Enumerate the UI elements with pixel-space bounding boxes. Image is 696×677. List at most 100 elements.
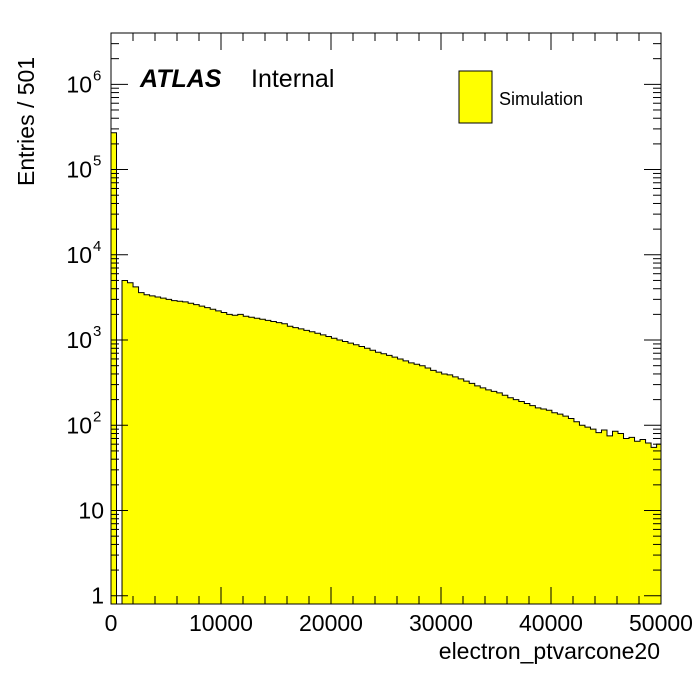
- y-tick-label: 10: [78, 498, 104, 524]
- histogram-bar: [370, 350, 376, 604]
- histogram-bar: [573, 421, 580, 604]
- histogram-bar: [579, 425, 586, 604]
- histogram-bar: [188, 303, 195, 604]
- histogram-bar: [259, 319, 266, 604]
- histogram-bar: [342, 341, 349, 604]
- histogram-bar: [463, 381, 470, 604]
- histogram-bar: [215, 310, 222, 604]
- y-tick-label: 10: [66, 71, 92, 97]
- histogram-bar: [491, 391, 498, 604]
- histogram-bar: [562, 416, 569, 604]
- histogram-bar: [325, 336, 332, 604]
- histogram-bar: [155, 296, 161, 604]
- histogram-bar: [171, 300, 178, 604]
- x-tick-label: 50000: [629, 610, 693, 636]
- y-axis-title: Entries / 501: [13, 57, 39, 186]
- experiment-label: ATLAS: [139, 65, 222, 93]
- histogram-bar: [546, 410, 553, 604]
- histogram-bar: [507, 397, 514, 604]
- histogram-bar: [430, 370, 437, 604]
- histogram-bar: [138, 292, 145, 604]
- histogram-bar: [408, 362, 415, 604]
- x-axis-title: electron_ptvarcone20: [439, 638, 660, 664]
- histogram-bar: [436, 372, 443, 604]
- histogram-bar: [518, 401, 525, 604]
- histogram-bar: [177, 301, 184, 604]
- histogram-bar: [513, 399, 520, 604]
- histogram-bar: [226, 314, 233, 604]
- histogram-bar: [281, 323, 288, 604]
- histogram-bar: [618, 433, 624, 604]
- x-tick-label: 40000: [519, 610, 583, 636]
- histogram-bar: [651, 447, 657, 604]
- histogram-bar: [612, 431, 619, 604]
- histogram-bar: [403, 360, 409, 604]
- y-tick-exponent: 5: [93, 153, 101, 170]
- histogram-bar: [595, 432, 602, 604]
- histogram-bar: [204, 307, 211, 604]
- histogram-bar: [182, 301, 189, 604]
- histogram-bar: [276, 322, 283, 604]
- histogram-bar: [584, 427, 591, 604]
- histogram-bar: [160, 298, 167, 604]
- histogram-bar: [298, 328, 305, 604]
- y-tick-label: 1: [91, 583, 104, 609]
- legend-swatch-simulation: [458, 70, 493, 124]
- histogram-bar: [540, 409, 547, 604]
- histogram-bar: [496, 392, 503, 604]
- histogram-bar: [210, 309, 217, 604]
- legend: Simulation: [458, 70, 583, 124]
- y-tick-label: 10: [66, 327, 92, 353]
- histogram-bar: [237, 314, 244, 604]
- histogram-bar: [347, 343, 354, 604]
- histogram-bar: [480, 387, 487, 604]
- y-tick-label: 10: [66, 157, 92, 183]
- histogram-bar: [551, 412, 558, 604]
- histogram-bar: [287, 326, 294, 604]
- axis-ticks: [110, 32, 662, 604]
- status-label: Internal: [251, 65, 334, 93]
- histogram-bar: [474, 385, 481, 604]
- histogram-bar: [199, 306, 206, 604]
- histogram-bar: [392, 357, 398, 604]
- histogram-bar: [232, 315, 239, 604]
- histogram-bar: [243, 316, 250, 604]
- histogram-bar: [601, 429, 608, 604]
- histogram-outline: [110, 132, 662, 605]
- y-tick-label: 10: [66, 412, 92, 438]
- histogram-bar: [419, 365, 426, 604]
- histogram-bar: [645, 442, 652, 604]
- histogram-bar: [193, 304, 200, 604]
- histogram-bar: [590, 429, 597, 604]
- x-tick-label: 20000: [299, 610, 363, 636]
- histogram-bar: [331, 338, 338, 604]
- histogram-bar: [375, 352, 382, 604]
- histogram-bar: [336, 340, 343, 604]
- histogram-bar: [452, 376, 459, 604]
- histogram-bar: [149, 295, 156, 604]
- histogram-bars: [110, 132, 662, 605]
- histogram-bar: [270, 321, 277, 604]
- histogram-bar: [303, 330, 310, 604]
- histogram-bar: [309, 331, 316, 604]
- legend-label-simulation: Simulation: [499, 89, 583, 109]
- y-tick-label: 10: [66, 242, 92, 268]
- histogram-bar: [485, 389, 492, 604]
- histogram-bar: [111, 132, 117, 604]
- histogram-bar: [364, 348, 371, 604]
- histogram-bar: [535, 407, 542, 604]
- histogram-bar: [623, 438, 630, 604]
- histogram-bar: [221, 312, 228, 604]
- histogram-bar: [353, 344, 360, 604]
- histogram-bar: [397, 358, 404, 604]
- histogram-bar: [122, 280, 128, 604]
- histogram-bar: [640, 439, 646, 604]
- histogram-bar: [133, 286, 139, 604]
- y-tick-exponent: 2: [93, 408, 101, 425]
- y-tick-exponent: 3: [93, 323, 101, 340]
- histogram-bar: [502, 395, 509, 604]
- histogram-bar: [529, 405, 536, 604]
